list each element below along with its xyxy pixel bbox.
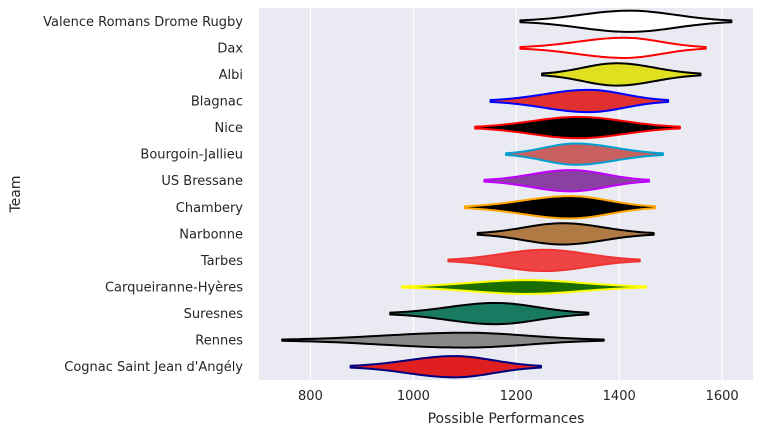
violin-narbonne — [476, 222, 655, 246]
violin-chambery — [463, 195, 657, 220]
violin-nice — [474, 115, 681, 140]
violin-blagnac — [489, 88, 670, 114]
team-label: Cognac Saint Jean d'Angély — [64, 360, 243, 375]
team-label: Tarbes — [200, 254, 243, 269]
x-tick-label: 1000 — [397, 389, 430, 404]
violin-tarbes — [447, 248, 641, 273]
team-label: Nice — [215, 121, 243, 136]
team-label: Chambery — [176, 201, 244, 216]
team-label: Suresnes — [184, 307, 244, 322]
violin-bourgoin-jallieu — [505, 142, 664, 166]
team-label: Dax — [217, 41, 243, 56]
team-label: Carqueiranne-Hyères — [105, 281, 243, 296]
x-tick-label: 800 — [298, 389, 323, 404]
x-tick-label: 1400 — [603, 389, 636, 404]
team-label: Blagnac — [191, 95, 243, 110]
violin-valence-romans-drome-rugby — [519, 9, 733, 33]
x-tick-label: 1200 — [500, 389, 533, 404]
violin-cognac-saint-jean-d-ang-ly — [349, 355, 542, 379]
violin-albi — [541, 62, 702, 87]
violin-us-bressane — [483, 169, 651, 193]
violin-carqueiranne-hy-res — [401, 279, 647, 295]
team-label: Narbonne — [179, 227, 243, 242]
violins — [281, 9, 733, 379]
violin-dax — [519, 36, 707, 59]
team-label: US Bressane — [161, 174, 243, 189]
violin-suresnes — [389, 301, 590, 326]
team-labels: Valence Romans Drome Rugby Dax Albi Blagnac… — [43, 15, 243, 375]
team-label: Bourgoin-Jallieu — [140, 148, 243, 163]
x-tick-label: 1600 — [706, 389, 739, 404]
x-axis-label: Possible Performances — [428, 411, 585, 427]
violin-rennes — [281, 331, 605, 349]
team-label: Rennes — [195, 334, 243, 349]
y-axis-label: Team — [8, 175, 24, 213]
team-label: Albi — [219, 68, 243, 83]
team-label: Valence Romans Drome Rugby — [43, 15, 243, 30]
x-tick-labels: 800 1000 1200 1400 1600 — [298, 389, 739, 404]
